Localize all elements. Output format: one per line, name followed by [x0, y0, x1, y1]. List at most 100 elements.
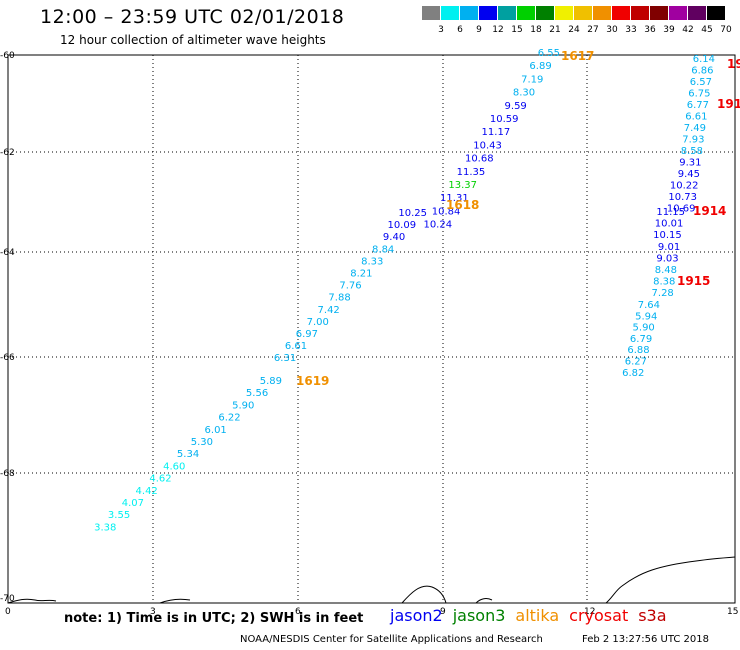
wave-height-value: 5.56	[246, 388, 268, 399]
wave-height-value: 8.33	[361, 256, 383, 267]
legend-label: 9	[476, 25, 482, 35]
revolution-label: 1617	[561, 49, 594, 63]
satellite-jason2: jason2	[390, 606, 443, 625]
latitude-label: -68	[0, 469, 15, 479]
satellite-altika: altika	[515, 606, 560, 625]
wave-height-value: 5.94	[635, 311, 657, 322]
wave-height-value: 13.37	[448, 180, 477, 191]
longitude-label: 15	[727, 607, 738, 617]
legend-swatch	[593, 6, 611, 20]
legend-swatch	[612, 6, 630, 20]
wave-height-value: 5.89	[260, 376, 282, 387]
wave-height-value: 5.34	[177, 449, 199, 460]
latitude-label: -70	[0, 594, 15, 604]
legend-swatch	[536, 6, 554, 20]
longitude-label: 0	[5, 607, 11, 617]
track-rev-1913: 6.146.866.576.756.776.617.497.938.589.31…	[667, 54, 715, 215]
track-rev-1617: 6.55 6.89 7.19 8.30 9.59 10.59 11.17 10.43 10.68…	[423, 48, 594, 231]
wave-height-value: 7.93	[682, 135, 704, 146]
legend-swatch	[669, 6, 687, 20]
wave-height-value: 8.38	[653, 277, 675, 288]
legend-swatch	[517, 6, 535, 20]
legend-swatch	[498, 6, 516, 20]
wave-height-value: 6.89	[529, 61, 551, 72]
revolution-label-edge: 19	[727, 57, 740, 71]
legend-label: 42	[682, 25, 694, 35]
wave-height-value: 3.38	[94, 522, 116, 533]
wave-height-value: 9.45	[678, 169, 700, 180]
wave-height-value: 9.31	[679, 158, 701, 169]
wave-height-value: 6.14	[693, 54, 715, 65]
wave-height-value: 11.31	[440, 193, 469, 204]
wave-height-value: 9.03	[656, 253, 678, 264]
wave-height-value: 6.61	[685, 112, 707, 123]
coastline-right	[605, 556, 736, 604]
wave-height-value: 8.30	[513, 88, 535, 99]
revolution-label-edge: 191	[717, 97, 740, 111]
wave-height-value: 4.07	[122, 498, 144, 509]
legend-label: 6	[457, 25, 463, 35]
map-subtitle: 12 hour collection of altimeter wave hei…	[60, 33, 326, 47]
legend-label: 45	[701, 25, 713, 35]
legend-swatch	[555, 6, 573, 20]
satellite-jason3: jason3	[452, 606, 506, 625]
wave-height-value: 8.21	[350, 269, 372, 280]
wave-height-value: 11.17	[482, 127, 511, 138]
legend-label: 39	[663, 25, 675, 35]
legend-label: 15	[511, 25, 523, 35]
longitude-label: 6	[295, 607, 301, 617]
wave-height-value: 6.22	[218, 413, 240, 424]
wave-height-value: 7.00	[307, 317, 329, 328]
map-frame	[7, 54, 736, 604]
wave-height-value: 8.48	[655, 265, 677, 276]
wave-height-value: 3.55	[108, 510, 130, 521]
legend-label: 3	[438, 25, 444, 35]
track-rev-1619: 5.895.565.90 6.226.015.305.344.60 4.624.42…	[94, 374, 329, 533]
wave-height-value: 6.79	[630, 334, 652, 345]
wave-height-value: 9.01	[658, 242, 680, 253]
legend-label: 27	[587, 25, 599, 35]
legend-swatch	[688, 6, 706, 20]
wave-height-value: 10.84	[432, 206, 461, 217]
legend-label: 18	[530, 25, 542, 35]
legend-swatch	[574, 6, 592, 20]
graticule	[7, 54, 736, 604]
latitude-label: -64	[0, 248, 15, 258]
wave-height-value: 10.01	[655, 219, 684, 230]
legend-label: 21	[549, 25, 561, 35]
wave-height-value: 10.24	[423, 220, 452, 231]
wave-height-value: 6.88	[627, 345, 649, 356]
revolution-label: 1619	[296, 374, 329, 388]
satellite-cryosat: cryosat	[569, 606, 629, 625]
wave-height-value: 7.88	[328, 293, 350, 304]
wave-height-value: 6.55	[538, 48, 560, 59]
wave-height-value: 5.90	[633, 323, 655, 334]
wave-height-value: 11.35	[457, 167, 486, 178]
revolution-label: 1915	[677, 274, 710, 288]
map-title: 12:00 – 23:59 UTC 02/01/2018	[40, 6, 345, 28]
legend-label: 70	[720, 25, 732, 35]
wave-height-value: 4.60	[163, 461, 185, 472]
wave-height-value: 6.82	[622, 368, 644, 379]
legend-swatch	[707, 6, 725, 20]
latitude-label: -62	[0, 148, 15, 158]
wave-height-value: 5.30	[191, 437, 213, 448]
wave-height-value: 10.09	[387, 220, 416, 231]
credit-line: NOAA/NESDIS Center for Satellite Applica…	[240, 634, 543, 645]
legend-label: 36	[644, 25, 656, 35]
legend-swatch	[422, 6, 440, 20]
revolution-label: 1914	[693, 204, 726, 218]
wave-height-value: 6.86	[691, 66, 713, 77]
legend-label: 12	[492, 25, 504, 35]
wave-height-value: 9.59	[505, 101, 527, 112]
wave-height-value: 7.42	[318, 305, 340, 316]
wave-height-value: 7.28	[652, 288, 674, 299]
revolution-label: 1618	[446, 198, 479, 212]
antarctic-coastline	[7, 556, 736, 604]
wave-height-value: 10.69	[667, 204, 696, 215]
coastline-left	[7, 585, 493, 604]
latitude-label: -66	[0, 353, 15, 363]
